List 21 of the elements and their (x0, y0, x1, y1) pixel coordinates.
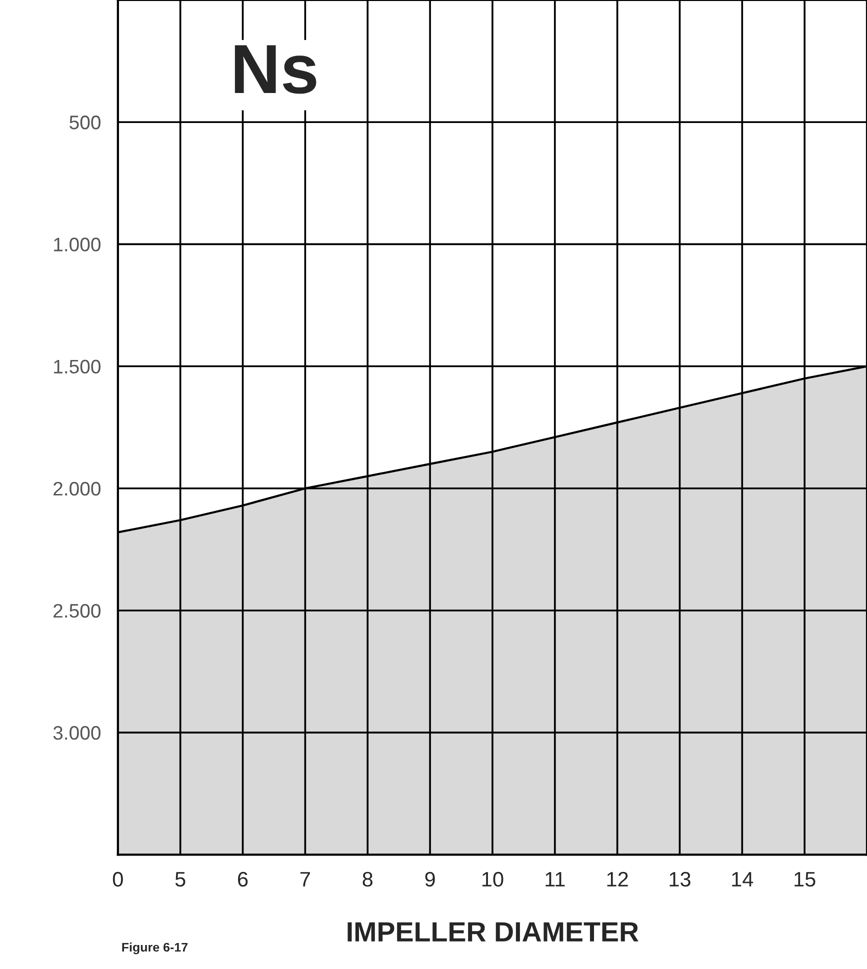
y-tick-label: 1.500 (54, 360, 100, 374)
x-tick-label: 0 (112, 872, 123, 887)
x-axis-title: IMPELLER DIAMETER (348, 922, 638, 942)
x-tick-label: 5 (175, 872, 186, 887)
x-tick-label: 14 (732, 872, 754, 886)
x-tick-label: 13 (670, 872, 690, 887)
x-tick-label: 15 (794, 872, 816, 887)
y-tick-label: 2.500 (54, 604, 100, 618)
x-tick-label: 12 (607, 872, 628, 886)
x-tick-label: 9 (425, 872, 435, 887)
x-tick-label: 10 (482, 872, 504, 887)
y-tick-label: 500 (70, 116, 100, 130)
x-tick-label: 6 (238, 872, 248, 887)
x-tick-label: 11 (546, 872, 565, 886)
y-tick-label: 1.000 (54, 238, 100, 252)
caption: Figure 6-17 (122, 942, 188, 954)
y-tick-label: 2.000 (54, 482, 100, 496)
y-tick-label: 3.000 (53, 726, 100, 740)
text: Ns (234, 45, 316, 94)
x-tick-label: 8 (362, 872, 372, 887)
x-tick-label: 7 (300, 872, 310, 886)
